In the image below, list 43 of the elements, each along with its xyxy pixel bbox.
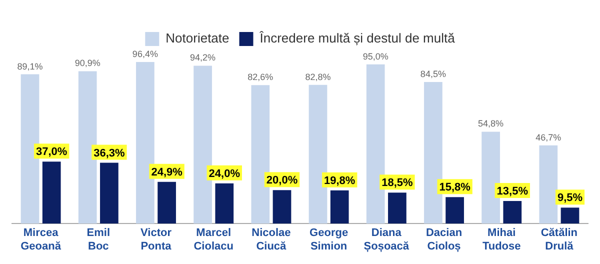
data-label: 96,4% (132, 49, 158, 60)
bar (215, 183, 234, 224)
bar (388, 192, 406, 224)
data-label: 24,0% (208, 168, 240, 180)
data-label: 82,6% (248, 72, 274, 82)
data-label: 84,5% (420, 68, 446, 79)
bar (42, 162, 61, 224)
data-label: 94,2% (190, 52, 216, 63)
bar (100, 162, 118, 224)
bar (446, 197, 464, 224)
data-label: 20,0% (266, 174, 298, 187)
x-tick-label: Emil Boc (86, 227, 110, 252)
data-label: 46,7% (536, 132, 562, 142)
x-tick-label: Diana Șoșoacă (364, 227, 410, 252)
data-label: 89,1% (17, 61, 43, 72)
x-tick-label: Cătălin Drulă (540, 227, 578, 252)
bar (272, 190, 292, 224)
x-tick-label: Nicolae Ciucă (252, 227, 291, 252)
x-tick-label: Dacian Cioloș (426, 227, 462, 252)
x-tick-label: George Simion (310, 227, 348, 252)
x-tick-label: Victor Ponta (140, 227, 172, 252)
legend-label: Încredere multă și destul de multă (258, 30, 456, 46)
data-label: 54,8% (478, 118, 504, 129)
data-label: 24,9% (151, 166, 183, 178)
data-label: 18,5% (382, 177, 414, 190)
data-label: 36,3% (94, 147, 126, 160)
legend-label: Notorietate (166, 30, 230, 46)
data-label: 13,5% (496, 186, 528, 198)
data-label: 19,8% (324, 174, 356, 187)
x-tick-label: Mihai Tudose (482, 227, 521, 252)
bar (539, 145, 558, 224)
bar (330, 190, 349, 224)
bar (560, 208, 580, 224)
data-label: 82,8% (305, 72, 331, 82)
data-label: 9,5% (557, 192, 583, 204)
data-label: 90,9% (74, 58, 100, 68)
data-label: 37,0% (36, 146, 68, 158)
x-tick-label: Marcel Ciolacu (194, 227, 234, 252)
data-label: 95,0% (362, 51, 388, 62)
x-tick-label: Mircea Geoană (20, 227, 62, 252)
bar (503, 200, 522, 224)
bar (158, 182, 176, 224)
data-label: 15,8% (439, 182, 471, 194)
